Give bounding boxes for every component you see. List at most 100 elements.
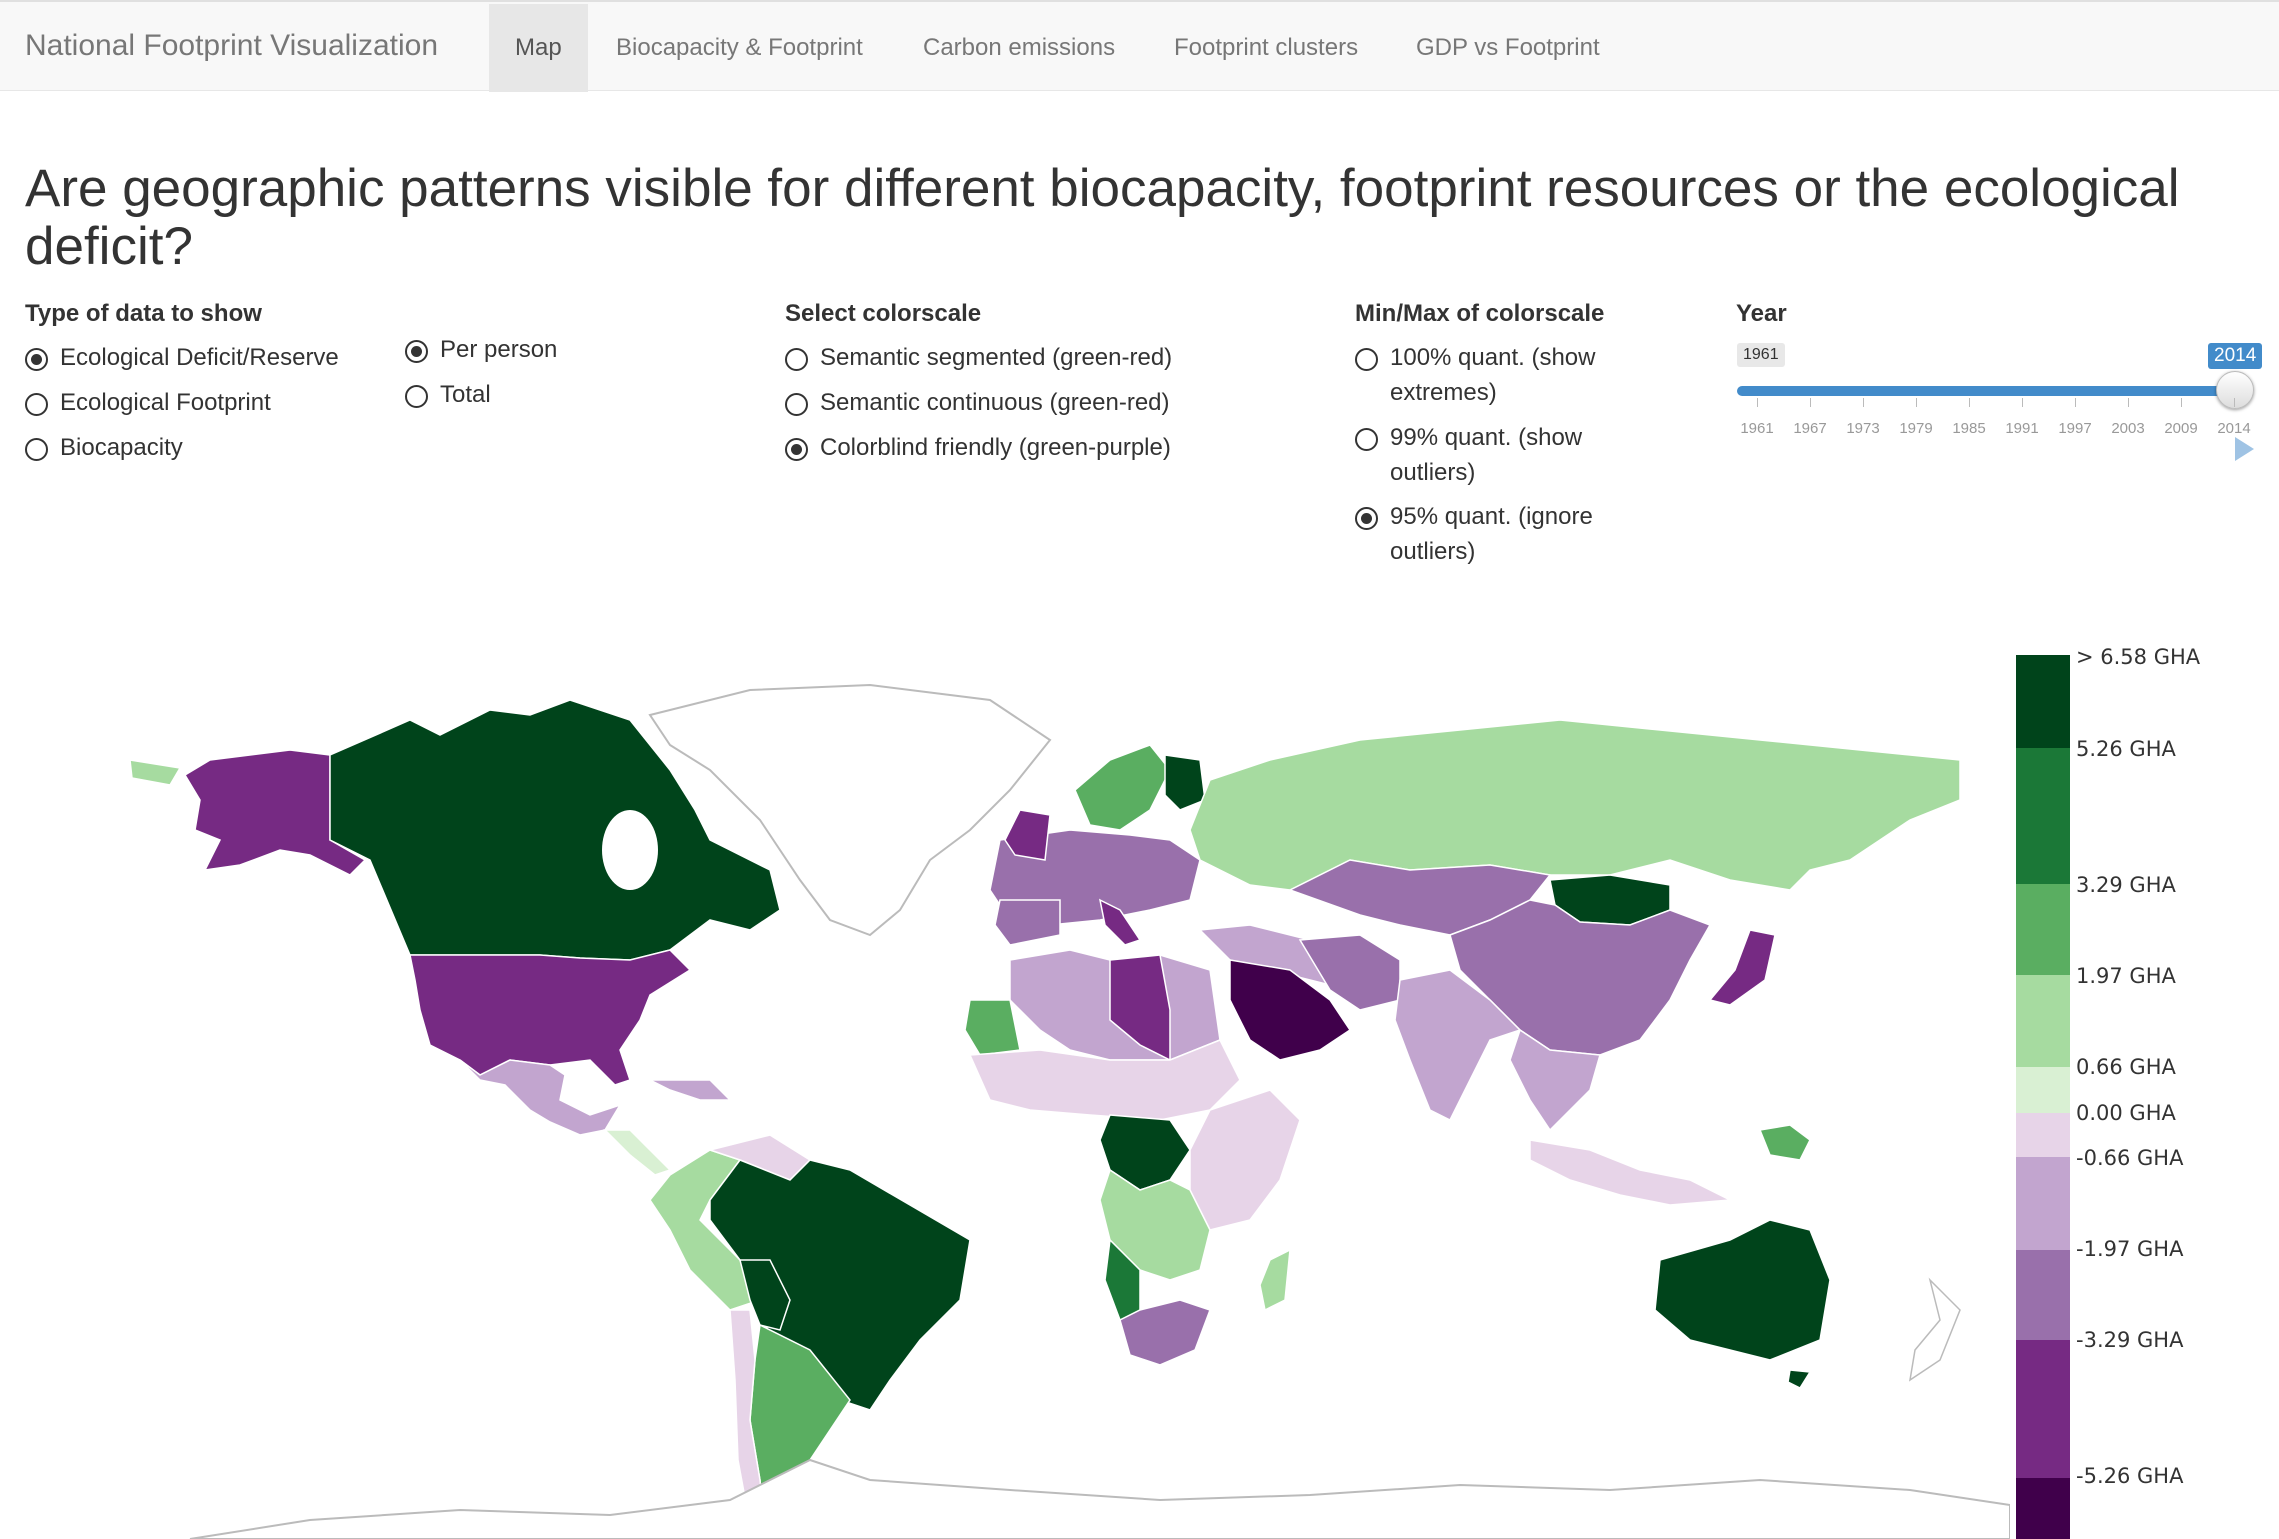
country-italy[interactable]	[1098, 898, 1142, 946]
legend-swatch	[2016, 655, 2070, 748]
slider-tick-label: 1997	[2058, 420, 2092, 437]
legend-label: -5.26 GHA	[2076, 1464, 2184, 1488]
hudson-bay	[602, 810, 658, 890]
legend-label: 3.29 GHA	[2076, 873, 2176, 897]
country-usa[interactable]	[409, 949, 692, 1086]
radio-checked-icon[interactable]	[405, 340, 428, 363]
slider-tick-label: 2003	[2111, 420, 2145, 437]
legend-swatch	[2016, 748, 2070, 884]
legend-label: 0.66 GHA	[2076, 1055, 2176, 1079]
radio-unchecked-icon[interactable]	[1355, 348, 1378, 371]
country-caribbean[interactable]	[649, 1079, 732, 1101]
country-south-africa[interactable]	[1119, 1299, 1211, 1366]
colorscale-label: Select colorscale	[785, 300, 982, 327]
legend-label: 1.97 GHA	[2076, 964, 2176, 988]
legend-swatch	[2016, 1067, 2070, 1113]
radio-label: Per person	[440, 336, 558, 363]
radio-checked-icon[interactable]	[1355, 507, 1378, 530]
legend-label: -0.66 GHA	[2076, 1146, 2184, 1170]
radio-unchecked-icon[interactable]	[785, 348, 808, 371]
world-map[interactable]	[110, 660, 2010, 1539]
radio-checked-icon[interactable]	[785, 438, 808, 461]
legend-label: 5.26 GHA	[2076, 737, 2176, 761]
radio-unchecked-icon[interactable]	[1355, 428, 1378, 451]
slider-tick-label: 1967	[1793, 420, 1827, 437]
country-greenland[interactable]	[648, 683, 1052, 937]
country-new-zealand[interactable]	[1908, 1277, 1961, 1382]
country-east-africa[interactable]	[1189, 1089, 1301, 1231]
country-russia[interactable]	[1189, 719, 1961, 891]
legend-swatch	[2016, 1478, 2070, 1539]
slider-tick-label: 1961	[1740, 420, 1774, 437]
radio-label: Semantic segmented (green-red)	[820, 344, 1173, 371]
radio-label: Ecological Deficit/Reserve	[60, 344, 339, 371]
slider-tick-label: 2009	[2164, 420, 2198, 437]
legend-label: > 6.58 GHA	[2076, 645, 2201, 669]
slider-tick-label: 1973	[1846, 420, 1880, 437]
radio-label: Total	[440, 381, 491, 408]
country-finland[interactable]	[1164, 754, 1206, 811]
radio-unchecked-icon[interactable]	[25, 438, 48, 461]
legend-label: -3.29 GHA	[2076, 1328, 2184, 1352]
minmax-label: Min/Max of colorscale	[1355, 300, 1605, 327]
radio-checked-icon[interactable]	[25, 348, 48, 371]
tab-map[interactable]: Map	[489, 4, 588, 92]
country-indonesia[interactable]	[1529, 1139, 1733, 1206]
slider-tick-label: 1991	[2005, 420, 2039, 437]
slider-tick	[2234, 398, 2235, 407]
year-slider-handle[interactable]	[2216, 371, 2254, 409]
country-west-africa[interactable]	[968, 1039, 1241, 1121]
country-australia[interactable]	[1654, 1219, 1831, 1361]
tab-gdp-vs-footprint[interactable]: GDP vs Footprint	[1416, 34, 1600, 61]
navbar: National Footprint Visualization Map Bio…	[0, 0, 2279, 92]
page-title: Are geographic patterns visible for diff…	[25, 159, 2180, 276]
colorscale-legend	[2016, 655, 2070, 1539]
country-uk[interactable]	[1004, 809, 1051, 861]
slider-tick	[2181, 398, 2182, 407]
tab-biocapacity-footprint[interactable]: Biocapacity & Footprint	[616, 34, 863, 61]
slider-tick-label: 1979	[1899, 420, 1933, 437]
country-tasmania[interactable]	[1787, 1369, 1812, 1389]
country-congo-angola[interactable]	[1099, 1168, 1211, 1281]
radio-label: Biocapacity	[60, 434, 183, 461]
radio-label: Colorblind friendly (green-purple)	[820, 434, 1171, 461]
radio-unchecked-icon[interactable]	[785, 393, 808, 416]
radio-label: 95% quant. (ignore	[1390, 503, 1593, 530]
antarctica	[189, 1458, 2010, 1539]
country-mauritania[interactable]	[964, 999, 1021, 1056]
legend-swatch	[2016, 884, 2070, 975]
radio-label: Semantic continuous (green-red)	[820, 389, 1170, 416]
legend-swatch	[2016, 1250, 2070, 1340]
country-japan[interactable]	[1708, 929, 1776, 1006]
slider-tick	[1757, 398, 1758, 407]
country-bolivia[interactable]	[739, 1259, 791, 1331]
country-india[interactable]	[1394, 969, 1522, 1122]
country-mexico[interactable]	[459, 1059, 622, 1136]
country-spain[interactable]	[994, 899, 1061, 946]
slider-min-label: 1961	[1737, 343, 1785, 367]
year-label: Year	[1736, 300, 1787, 327]
tab-footprint-clusters[interactable]: Footprint clusters	[1174, 34, 1359, 61]
country-madagascar[interactable]	[1259, 1248, 1291, 1312]
country-png[interactable]	[1758, 1124, 1811, 1161]
radio-label: Ecological Footprint	[60, 389, 271, 416]
slider-tick	[2075, 398, 2076, 407]
slider-tick-label: 1985	[1952, 420, 1986, 437]
country-saudi[interactable]	[1229, 959, 1352, 1061]
slider-tick	[2128, 398, 2129, 407]
legend-label: 0.00 GHA	[2076, 1101, 2176, 1125]
radio-unchecked-icon[interactable]	[25, 393, 48, 416]
country-central-america[interactable]	[603, 1129, 672, 1176]
country-se-asia[interactable]	[1509, 1028, 1601, 1132]
app-brand[interactable]: National Footprint Visualization	[25, 29, 439, 62]
tab-carbon-emissions[interactable]: Carbon emissions	[923, 34, 1116, 61]
slider-tick	[2022, 398, 2023, 407]
radio-unchecked-icon[interactable]	[405, 385, 428, 408]
country-brazil[interactable]	[709, 1159, 971, 1411]
play-icon[interactable]	[2235, 437, 2254, 461]
year-slider-track[interactable]	[1737, 386, 2237, 396]
slider-tick	[1810, 398, 1811, 407]
country-scandinavia[interactable]	[1074, 744, 1171, 831]
radio-label: outliers)	[1390, 459, 1476, 486]
country-alaska-west[interactable]	[129, 759, 182, 786]
